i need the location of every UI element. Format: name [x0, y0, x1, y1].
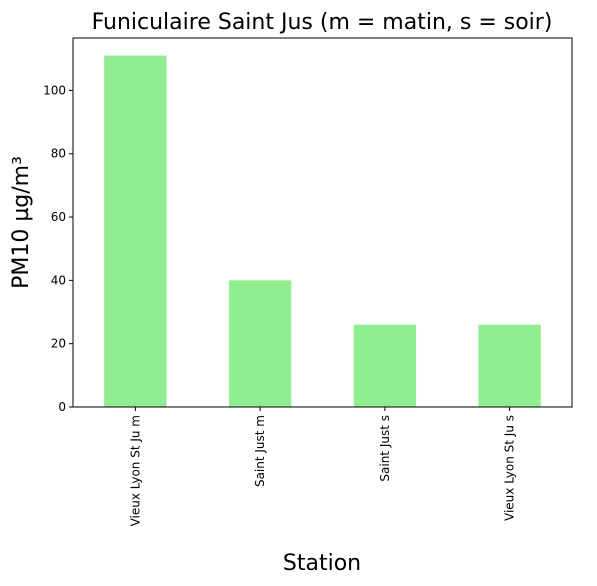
- x-tick-label: Saint Just s: [378, 415, 392, 482]
- x-tick-label: Vieux Lyon St Ju s: [503, 415, 517, 521]
- bar-1: [228, 280, 292, 407]
- y-tick-label: 80: [51, 147, 66, 161]
- y-tick-label: 0: [58, 400, 66, 414]
- y-tick-label: 100: [43, 83, 66, 97]
- y-tick-label: 60: [51, 210, 66, 224]
- y-axis-ticks: 0 20 40 60 80 100: [43, 83, 73, 414]
- bars-group: [104, 55, 541, 407]
- y-axis-label: PM10 µg/m³: [9, 156, 34, 289]
- bar-0: [104, 55, 167, 407]
- x-tick-label: Vieux Lyon St Ju m: [128, 415, 142, 526]
- x-tick-label: Saint Just m: [253, 415, 267, 487]
- y-tick-label: 20: [51, 337, 66, 351]
- plot-frame: [72, 37, 573, 408]
- bar-2: [353, 324, 417, 407]
- chart-title: Funiculaire Saint Jus (m = matin, s = so…: [92, 10, 553, 35]
- x-axis-ticks: Vieux Lyon St Ju m Saint Just m Saint Just…: [128, 407, 517, 526]
- x-axis-label: Station: [283, 551, 361, 576]
- bar-3: [478, 324, 541, 407]
- y-tick-label: 40: [51, 273, 66, 287]
